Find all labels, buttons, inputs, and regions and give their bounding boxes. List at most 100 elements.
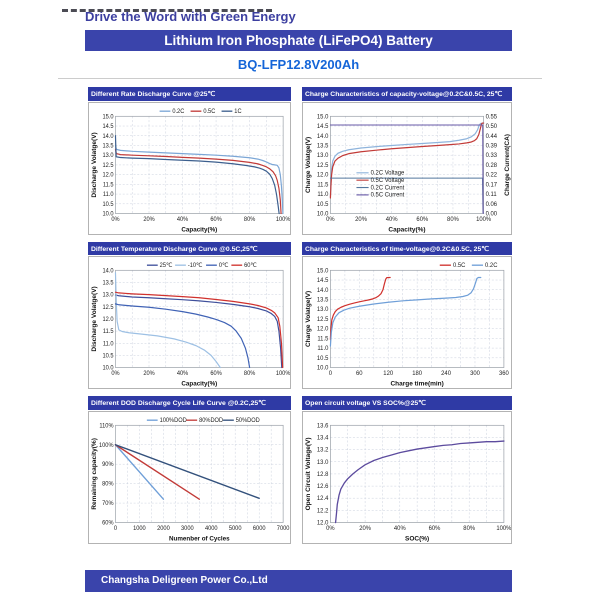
svg-text:1C: 1C [234, 109, 241, 115]
chart-title-bar: Charge Characteristics of capacity-volta… [302, 87, 512, 101]
svg-text:13.0: 13.0 [317, 459, 329, 465]
svg-text:60%: 60% [102, 520, 113, 526]
chart-title: Different Rate Discharge Curve @25℃ [91, 91, 216, 98]
svg-text:12.0: 12.0 [317, 327, 329, 333]
svg-text:13.5: 13.5 [317, 298, 329, 304]
svg-text:50%DOD: 50%DOD [236, 418, 260, 424]
svg-text:20%: 20% [355, 217, 368, 223]
svg-text:13.2: 13.2 [317, 447, 328, 453]
svg-text:0.2C Voltage: 0.2C Voltage [371, 170, 405, 176]
svg-text:0.33: 0.33 [486, 153, 498, 159]
svg-text:100%: 100% [99, 442, 114, 448]
product-banner: Lithium Iron Phosphate (LiFePO4) Battery [85, 30, 512, 51]
svg-text:0.11: 0.11 [486, 192, 497, 198]
svg-text:180: 180 [412, 371, 423, 377]
svg-text:12.0: 12.0 [317, 172, 329, 178]
svg-text:12.0: 12.0 [317, 520, 329, 526]
svg-text:11.5: 11.5 [103, 182, 114, 188]
svg-text:100%: 100% [496, 526, 511, 532]
svg-text:60%: 60% [429, 526, 442, 532]
svg-text:11.0: 11.0 [103, 192, 114, 198]
svg-text:0.00: 0.00 [486, 211, 498, 217]
svg-text:13.6: 13.6 [317, 423, 329, 429]
svg-text:Remaining capacity(%): Remaining capacity(%) [91, 438, 98, 510]
svg-text:14.0: 14.0 [102, 133, 113, 139]
chart-canvas: 10.0 10.5 11.0 11.5 12.0 12.5 13.0 13.5 14.0 14.5… [91, 109, 290, 233]
svg-text:40%: 40% [394, 526, 407, 532]
svg-text:10.0: 10.0 [317, 211, 329, 217]
svg-text:Discharge Volatge(V): Discharge Volatge(V) [91, 286, 98, 351]
svg-text:12.5: 12.5 [317, 317, 329, 323]
chart-canvas: 10.0 10.5 11.0 11.5 12.0 12.5 13.0 13.5 14.0 0% 20… [91, 263, 290, 387]
chart-title-bar: Open circuit voltage VS SOC%@25℃ [302, 396, 512, 410]
tagline: Drive the Word with Green Energy [85, 9, 296, 24]
chart-title-bar: Different Rate Discharge Curve @25℃ [88, 87, 291, 101]
svg-text:13.5: 13.5 [102, 143, 113, 149]
svg-text:70%: 70% [102, 501, 113, 507]
svg-text:15.0: 15.0 [317, 268, 329, 274]
svg-text:Numenber of Cycles: Numenber of Cycles [169, 535, 230, 542]
chart-panel-ocv-soc: Open circuit voltage VS SOC%@25℃ 12.0 12.… [302, 396, 512, 544]
svg-text:0%: 0% [326, 526, 335, 532]
page-border-top-dash [62, 9, 272, 12]
svg-text:12.6: 12.6 [317, 484, 329, 490]
svg-text:0.2C: 0.2C [485, 263, 498, 269]
svg-text:11.5: 11.5 [317, 336, 329, 342]
svg-text:100%DOD: 100%DOD [160, 418, 187, 424]
chart-canvas: 60% 70% 80% 90% 100% 110% 0 1000 2000 3000 4000 500… [91, 418, 289, 542]
svg-text:0℃: 0℃ [219, 263, 229, 269]
chart-panel-charge-time-voltage: Charge Characteristics of time-voltage@0… [302, 241, 512, 389]
chart-panel-temperature-discharge: Different Temperature Discharge Curve @0… [88, 241, 291, 389]
svg-text:25℃: 25℃ [160, 263, 173, 269]
chart-plot-rate-discharge: 10.0 10.5 11.0 11.5 12.0 12.5 13.0 13.5 14.0 14.5… [88, 101, 291, 235]
svg-text:0.55: 0.55 [486, 114, 498, 120]
chart-title: Charge Characteristics of time-voltage@0… [305, 245, 489, 253]
svg-text:20%: 20% [359, 526, 372, 532]
svg-text:13.4: 13.4 [317, 435, 329, 441]
svg-text:0.39: 0.39 [486, 143, 497, 149]
svg-text:10.0: 10.0 [102, 365, 113, 371]
svg-text:60%: 60% [416, 217, 429, 223]
svg-text:12.5: 12.5 [317, 162, 329, 168]
svg-text:12.2: 12.2 [317, 508, 328, 514]
svg-text:0.44: 0.44 [486, 133, 498, 139]
svg-text:14.5: 14.5 [317, 278, 329, 284]
svg-text:1000: 1000 [133, 526, 146, 532]
svg-text:0.5C: 0.5C [203, 109, 215, 115]
svg-text:5000: 5000 [229, 526, 242, 532]
svg-text:13.5: 13.5 [102, 280, 113, 286]
svg-text:13.0: 13.0 [317, 153, 329, 159]
svg-text:12.4: 12.4 [317, 496, 329, 502]
chart-plot-dod-cycle-life: 60% 70% 80% 90% 100% 110% 0 1000 2000 3000 4000 500… [88, 410, 291, 544]
svg-text:13.0: 13.0 [102, 153, 113, 159]
svg-text:11.0: 11.0 [103, 341, 114, 347]
battery-datasheet: Drive the Word with Green Energy Lithium… [0, 9, 600, 609]
svg-text:0.28: 0.28 [486, 162, 498, 168]
svg-text:11.0: 11.0 [317, 346, 329, 352]
svg-text:13.0: 13.0 [317, 307, 329, 313]
svg-text:Discharge Volatge(V): Discharge Volatge(V) [91, 132, 98, 197]
svg-text:0: 0 [114, 526, 117, 532]
svg-text:20%: 20% [143, 217, 154, 223]
svg-text:11.5: 11.5 [103, 329, 114, 335]
svg-text:14.0: 14.0 [317, 133, 329, 139]
charts-grid: Different Rate Discharge Curve @25℃ 10.0… [88, 87, 512, 544]
svg-text:14.5: 14.5 [317, 124, 329, 130]
svg-text:10.5: 10.5 [317, 201, 329, 207]
svg-text:0.5C: 0.5C [453, 263, 466, 269]
svg-text:100%: 100% [276, 217, 290, 223]
chart-canvas: 10.0 10.5 11.0 11.5 12.0 12.5 13.0 13.5 14.0 14.5… [305, 263, 510, 387]
svg-text:360: 360 [499, 371, 510, 377]
svg-text:100%: 100% [276, 371, 290, 377]
svg-text:Capacity(%): Capacity(%) [388, 226, 425, 233]
svg-text:4000: 4000 [205, 526, 218, 532]
svg-text:80%: 80% [447, 217, 460, 223]
svg-text:0%: 0% [111, 371, 119, 377]
svg-text:12.5: 12.5 [102, 162, 113, 168]
svg-text:12.0: 12.0 [102, 172, 113, 178]
svg-text:14.0: 14.0 [102, 268, 113, 274]
svg-text:0.06: 0.06 [486, 201, 498, 207]
svg-text:80%DOD: 80%DOD [199, 418, 223, 424]
svg-text:80%: 80% [463, 526, 476, 532]
chart-title: Open circuit voltage VS SOC%@25℃ [305, 400, 426, 407]
